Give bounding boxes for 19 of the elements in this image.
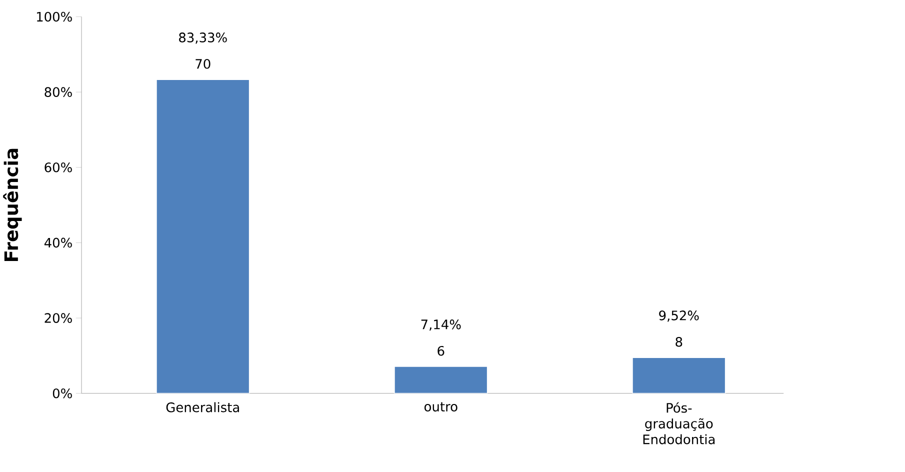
y-axis-title: Frequência [3, 148, 22, 261]
annotation: 8 [676, 336, 682, 347]
bar [394, 366, 488, 394]
y-tick-label: 0% [52, 388, 72, 398]
y-tick-label: 40% [44, 238, 72, 248]
data-label: 83,33% [179, 32, 227, 44]
x-tick-label: Generalista [166, 402, 239, 412]
bar [156, 78, 250, 394]
y-tick-label: 100% [37, 12, 72, 22]
annotation: 70 [196, 58, 210, 69]
data-label: 7,14% [421, 319, 461, 330]
data-label: 9,52% [659, 310, 699, 322]
y-tick-label: 20% [44, 312, 72, 323]
annotation: 6 [438, 346, 444, 356]
x-tick-label: outro [424, 402, 458, 412]
y-tick-label: 80% [44, 86, 72, 97]
x-tick-label: Pós-graduação Endodontia [643, 402, 715, 444]
y-tick-label: 60% [44, 162, 72, 172]
bar [632, 356, 726, 394]
